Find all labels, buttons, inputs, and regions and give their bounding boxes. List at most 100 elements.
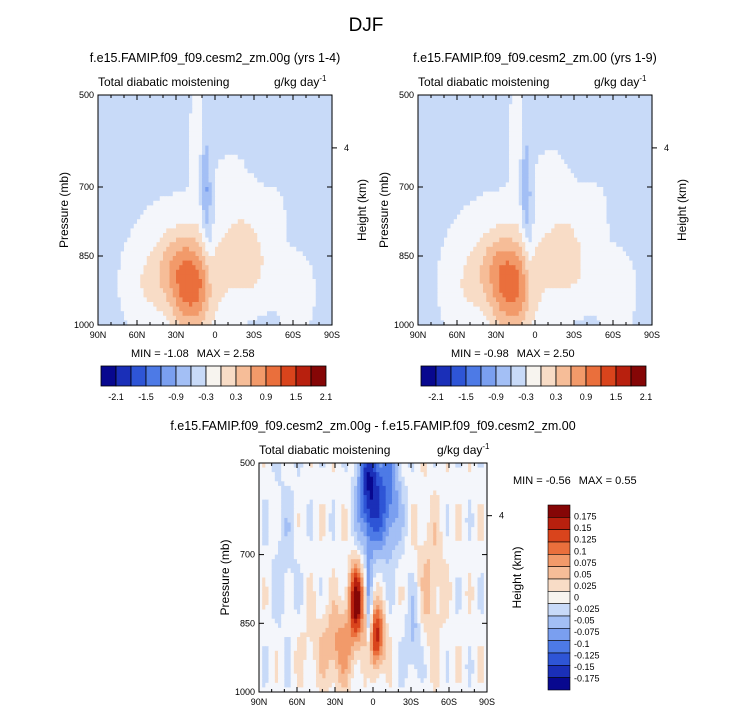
panel1-cell (309, 145, 314, 151)
panel1-cell (283, 145, 288, 151)
panel1-cell (107, 108, 112, 114)
panel2-cell (648, 136, 653, 142)
panel1-cell (241, 150, 245, 156)
panel1-cell (315, 219, 320, 225)
panel1-cell (98, 118, 102, 124)
panel2-cell (535, 164, 539, 170)
panel1-cell (198, 118, 203, 124)
panel2-cell (463, 150, 468, 156)
panel2-cell (551, 108, 556, 114)
panel1-cell (231, 237, 236, 243)
panel2-cell (570, 104, 575, 110)
panel1-cell (133, 182, 138, 188)
panel1-cell (260, 108, 265, 114)
panel1-cell (153, 136, 158, 142)
panel1-cell (270, 297, 275, 303)
panel1-cell (241, 122, 245, 128)
panel2-cell (440, 104, 445, 110)
panel1-cell (286, 168, 291, 174)
panel1-cell (234, 297, 239, 303)
panel1-cell (169, 108, 174, 114)
panel1-cell (159, 233, 164, 239)
panel1-cell (322, 150, 327, 156)
panel1-cell (176, 214, 180, 220)
panel2-cell (418, 154, 422, 160)
panel1-cell (208, 196, 213, 202)
panel1-cell (98, 173, 102, 179)
panel1-cell (280, 150, 284, 156)
panel2-cell (639, 108, 643, 114)
panel1-cell (124, 228, 128, 234)
panel1-cell (127, 99, 132, 105)
panel1-cell (195, 196, 200, 202)
panel1-cell (215, 302, 219, 308)
panel1-cell (192, 159, 197, 165)
panel2-cell (453, 108, 458, 114)
panel1-cell (189, 187, 193, 193)
panel1-cell (166, 210, 171, 216)
panel1-cell (211, 274, 216, 280)
panel1-cell (202, 283, 206, 289)
panel2-cell (609, 104, 614, 110)
panel2-cell (535, 159, 539, 165)
panel1-cell (156, 154, 161, 160)
panel1-cell (159, 265, 164, 271)
panel1-cell (127, 256, 132, 262)
panel1-cell (166, 200, 171, 206)
panel1-cell (315, 95, 320, 101)
panel1-cell (250, 164, 255, 170)
panel1-cell (263, 177, 268, 183)
panel1-cell (208, 219, 213, 225)
panel1-cell (215, 159, 219, 165)
panel1-cell (315, 274, 320, 280)
panel1-cell (306, 104, 310, 110)
panel1-cell (156, 283, 161, 289)
panel1-cell (150, 265, 154, 271)
panel1-cell (114, 154, 119, 160)
panel1-cell (325, 131, 330, 137)
panel1-cell (150, 223, 154, 229)
panel1-cell (228, 200, 232, 206)
panel2-cell (567, 95, 572, 101)
panel1-cell (192, 150, 197, 156)
panel1-cell (153, 292, 158, 298)
panel2-cell (538, 118, 543, 124)
panel1-cell (150, 95, 154, 101)
panel1-cell (260, 113, 265, 119)
panel2-cell (437, 177, 442, 183)
panel1-cell (114, 292, 119, 298)
panel2-cell (596, 95, 601, 101)
panel1-cell (289, 228, 294, 234)
panel1-cell (289, 306, 294, 312)
panel1-cell (137, 214, 141, 220)
panel1-cell (169, 214, 174, 220)
panel1-cell (270, 182, 275, 188)
panel1-cell (104, 228, 109, 234)
panel2-cell (587, 150, 591, 156)
panel1-cell (133, 279, 138, 285)
panel2-cell (600, 95, 604, 101)
panel2-cell (632, 104, 637, 110)
panel1-cell (205, 136, 210, 142)
panel2-cell (583, 141, 588, 147)
panel1-cell (195, 99, 200, 105)
panel1-cell (146, 154, 151, 160)
panel1-cell (143, 219, 148, 225)
panel1-cell (198, 113, 203, 119)
panel1-cell (150, 141, 154, 147)
panel2-cell (453, 173, 458, 179)
panel1-cell (276, 118, 281, 124)
panel1-cell (276, 127, 281, 133)
panel1-cell (293, 127, 297, 133)
panel1-cell (195, 214, 200, 220)
panel1-cell (98, 265, 102, 271)
panel2-cell (515, 173, 520, 179)
panel1-cell (120, 182, 125, 188)
panel1-cell (234, 302, 239, 308)
panel1-cell (309, 141, 314, 147)
panel2-cell (544, 136, 549, 142)
panel2-cell (505, 99, 510, 105)
panel1-cell (192, 237, 197, 243)
panel2-cell (531, 108, 536, 114)
panel1-cell (182, 122, 187, 128)
